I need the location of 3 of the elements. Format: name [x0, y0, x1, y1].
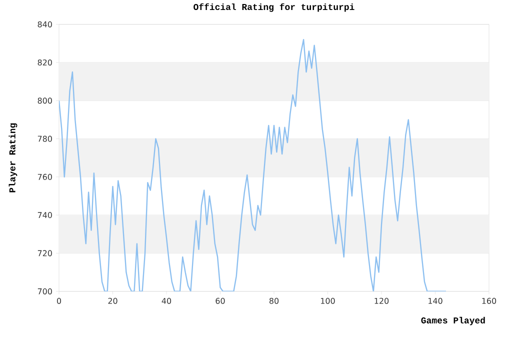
y-axis-title: Player Rating	[8, 123, 18, 192]
chart-title: Official Rating for turpiturpi	[194, 3, 354, 12]
x-axis-title: Games Played	[421, 316, 485, 326]
